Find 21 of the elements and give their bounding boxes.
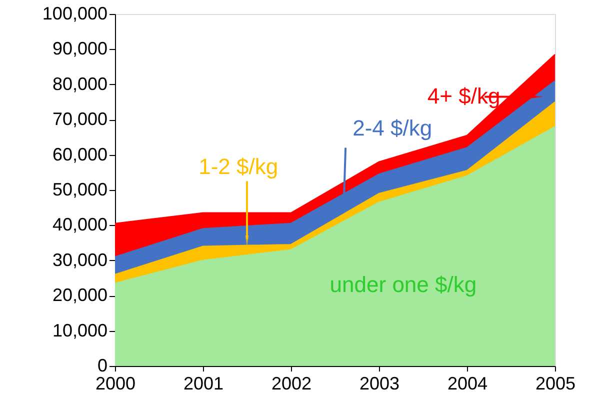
y-tick-label: 70,000 xyxy=(52,109,108,130)
y-tick-label: 60,000 xyxy=(52,144,108,164)
y-tick-label: 50,000 xyxy=(52,180,108,200)
y-tick-label: 10,000 xyxy=(52,320,108,340)
y-tick-label: 30,000 xyxy=(52,250,108,270)
y-tick-label: 0 xyxy=(97,356,108,376)
series-label: 2-4 $/kg xyxy=(352,115,432,140)
x-tick-label: 2003 xyxy=(359,374,400,394)
x-tick-label: 2005 xyxy=(535,374,576,394)
text: 1-2 $/kg xyxy=(198,154,278,180)
x-tick-label: 2004 xyxy=(447,374,488,394)
x-tick-label: 2001 xyxy=(183,374,224,394)
x-tick-label: 2002 xyxy=(271,374,312,394)
y-tick-label: 90,000 xyxy=(52,38,108,59)
y-tick-label: 20,000 xyxy=(52,285,108,306)
series-label: under one $/kg xyxy=(330,272,477,298)
y-tick-label: 80,000 xyxy=(52,74,108,94)
y-tick-label: 40,000 xyxy=(52,214,108,235)
legend-label: 4+ $/kg xyxy=(427,84,500,109)
y-tick-label: 100,000 xyxy=(42,4,108,24)
x-tick-label: 2000 xyxy=(95,374,136,394)
